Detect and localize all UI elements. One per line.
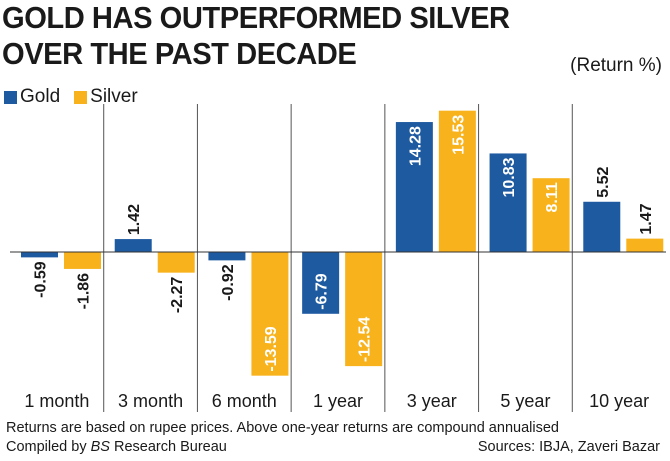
category-label-4: 1 year — [313, 391, 363, 411]
value-label-gold-4: -6.79 — [314, 273, 331, 310]
value-label-gold-7: 5.52 — [595, 167, 612, 198]
value-label-gold-1: -0.59 — [33, 261, 50, 298]
bar-silver-1 — [64, 252, 101, 269]
legend-swatch-silver — [74, 90, 88, 104]
bar-gold-3 — [208, 252, 246, 261]
bar-gold-4 — [302, 252, 340, 314]
legend-item-silver: Silver — [74, 86, 138, 108]
compiled-brand: BS — [90, 439, 110, 455]
bar-silver-2 — [157, 252, 195, 273]
unit-label: (Return %) — [570, 55, 662, 76]
legend-label-silver: Silver — [90, 86, 138, 107]
value-label-gold-3: -0.92 — [220, 264, 237, 301]
category-label-3: 6 month — [212, 391, 277, 411]
legend-label-gold: Gold — [20, 86, 61, 107]
legend-item-gold: Gold — [4, 86, 60, 108]
bar-silver-6 — [532, 178, 570, 252]
chart-title: GOLD HAS OUTPERFORMED SILVER OVER THE PA… — [2, 0, 510, 71]
bar-gold-2 — [114, 239, 152, 252]
value-label-silver-7: 1.47 — [638, 203, 655, 234]
footer-note: Returns are based on rupee prices. Above… — [6, 420, 559, 436]
value-label-silver-4: -12.54 — [357, 317, 374, 362]
value-label-gold-6: 10.83 — [501, 157, 518, 197]
compiled-prefix: Compiled by — [6, 439, 87, 455]
bar-silver-4 — [345, 252, 383, 367]
category-label-5: 3 year — [407, 391, 457, 411]
value-label-silver-6: 8.11 — [544, 182, 561, 212]
footer-sources: Sources: IBJA, Zaveri Bazar — [477, 439, 660, 455]
footer-compiled: Compiled by BS Research Bureau — [6, 439, 227, 455]
bar-gold-7 — [583, 201, 621, 252]
value-label-silver-1: -1.86 — [76, 273, 93, 310]
value-label-silver-2: -2.27 — [169, 277, 186, 314]
value-label-silver-3: -13.59 — [263, 326, 280, 371]
category-label-2: 3 month — [118, 391, 183, 411]
value-label-gold-2: 1.42 — [126, 204, 143, 235]
bar-silver-5 — [438, 110, 476, 252]
bar-silver-7 — [626, 238, 664, 252]
value-label-gold-5: 14.28 — [407, 126, 424, 166]
bar-gold-5 — [395, 122, 433, 252]
category-label-7: 10 year — [589, 391, 649, 411]
compiled-suffix: Research Bureau — [114, 439, 227, 455]
bar-gold-6 — [489, 153, 527, 252]
value-label-silver-5: 15.53 — [450, 115, 467, 155]
bar-gold-1 — [21, 252, 58, 258]
legend: Gold Silver — [4, 86, 146, 108]
bar-silver-3 — [251, 252, 289, 376]
category-label-1: 1 month — [24, 391, 89, 411]
legend-swatch-gold — [4, 90, 17, 104]
category-label-6: 5 year — [500, 391, 550, 411]
